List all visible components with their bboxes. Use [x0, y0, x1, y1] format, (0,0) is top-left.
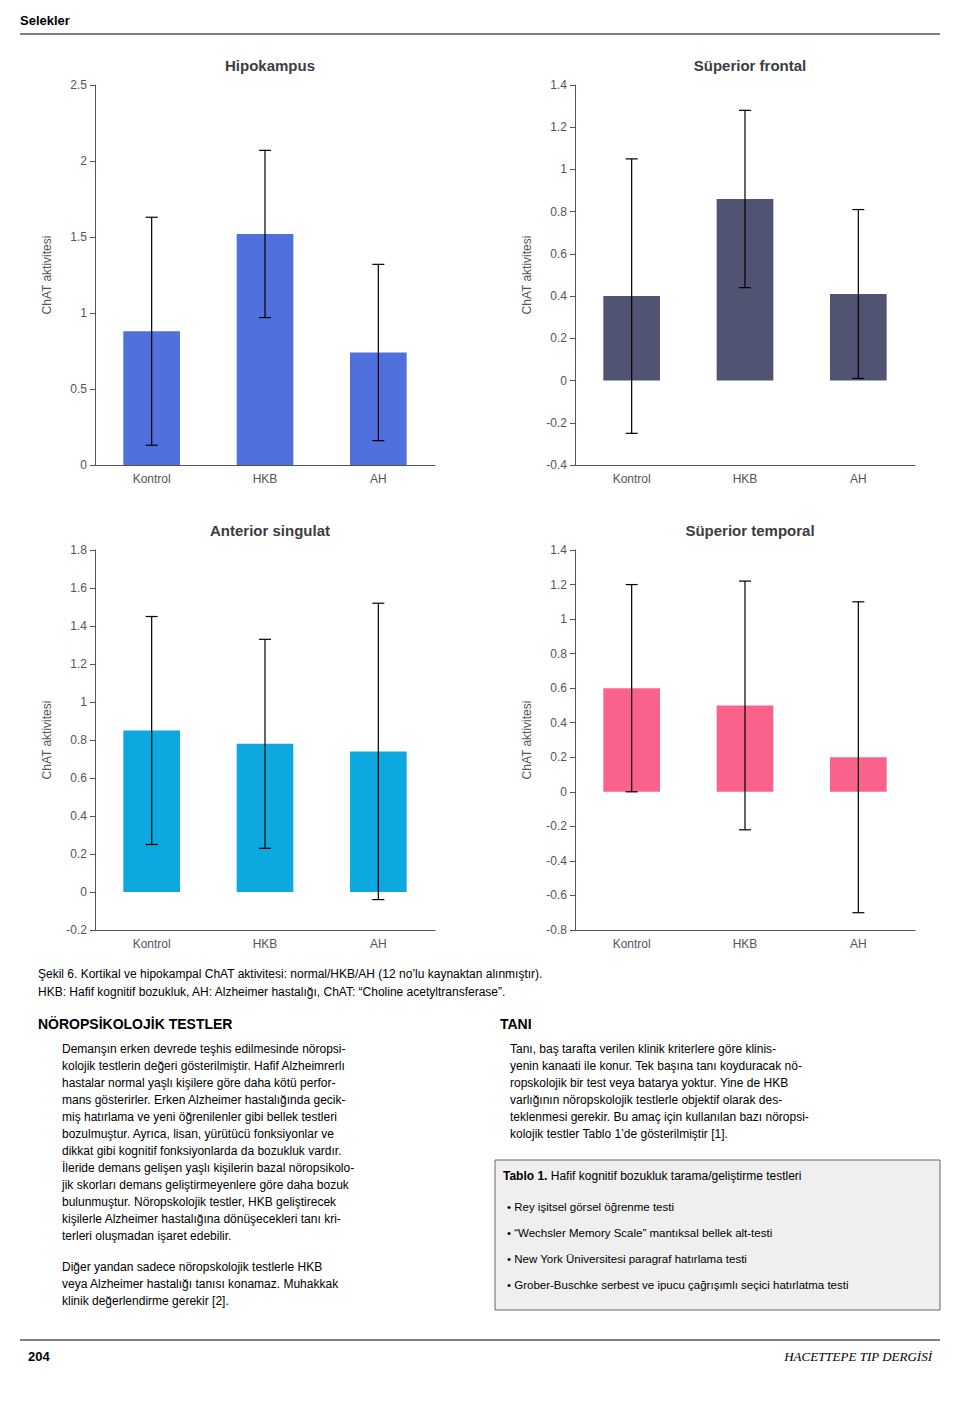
svg-text:1.2: 1.2 [550, 120, 567, 134]
svg-text:0.8: 0.8 [550, 647, 567, 661]
svg-text:0.4: 0.4 [550, 289, 567, 303]
svg-text:ropskolojik bir test veya bata: ropskolojik bir test veya batarya yoktur… [510, 1076, 788, 1090]
svg-text:Kontrol: Kontrol [133, 937, 171, 951]
svg-text:AH: AH [370, 937, 387, 951]
svg-text:dikkat gibi kognitif fonksiyon: dikkat gibi kognitif fonksiyonlarda da b… [62, 1144, 342, 1158]
svg-text:Kontrol: Kontrol [613, 937, 651, 951]
svg-text:ChAT aktivitesi: ChAT aktivitesi [520, 236, 534, 315]
svg-text:• Grober-Buschke serbest ve ip: • Grober-Buschke serbest ve ipucu çağrış… [507, 1279, 849, 1291]
svg-text:Tablo 1.: Tablo 1. [503, 1169, 547, 1183]
svg-text:HKB: HKB [253, 937, 278, 951]
svg-text:Süperior frontal: Süperior frontal [694, 57, 807, 74]
svg-text:0.6: 0.6 [550, 247, 567, 261]
svg-text:Diğer yandan sadece nöropskolo: Diğer yandan sadece nöropskolojik testle… [62, 1260, 322, 1274]
svg-text:2.5: 2.5 [70, 78, 87, 92]
svg-text:varlığının nöropskolojik testl: varlığının nöropskolojik testlerle objek… [510, 1093, 782, 1107]
svg-text:Hipokampus: Hipokampus [225, 57, 315, 74]
svg-text:0.2: 0.2 [550, 331, 567, 345]
svg-text:• New York Üniversitesi paragr: • New York Üniversitesi paragraf hatırla… [507, 1253, 747, 1265]
svg-text:kolojik testler Tablo 1’de gös: kolojik testler Tablo 1’de gösterilmişti… [510, 1127, 728, 1141]
svg-text:ChAT aktivitesi: ChAT aktivitesi [40, 236, 54, 315]
svg-text:2: 2 [80, 154, 87, 168]
svg-text:Selekler: Selekler [20, 13, 70, 28]
svg-text:Hafif kognitif bozukluk tarama: Hafif kognitif bozukluk tarama/geliştirm… [547, 1169, 801, 1183]
svg-text:Şekil 6. Kortikal ve hipokampa: Şekil 6. Kortikal ve hipokampal ChAT akt… [38, 967, 542, 981]
svg-text:1: 1 [560, 612, 567, 626]
svg-text:ChAT aktivitesi: ChAT aktivitesi [520, 701, 534, 780]
svg-text:Kontrol: Kontrol [133, 472, 171, 486]
svg-text:HACETTEPE TIP DERGİSİ: HACETTEPE TIP DERGİSİ [783, 1349, 932, 1364]
svg-text:0.6: 0.6 [550, 681, 567, 695]
svg-text:TANI: TANI [500, 1016, 532, 1032]
svg-text:0.6: 0.6 [70, 771, 87, 785]
svg-text:HKB: HKB [733, 472, 758, 486]
svg-text:1.2: 1.2 [550, 578, 567, 592]
svg-text:1.4: 1.4 [550, 543, 567, 557]
svg-text:yenin kanaati ile konur. Tek b: yenin kanaati ile konur. Tek başına tanı… [510, 1059, 802, 1073]
svg-text:kolojik testlerin değeri göste: kolojik testlerin değeri gösterilmiştir.… [62, 1059, 345, 1073]
svg-text:Tanı, baş tarafta verilen klin: Tanı, baş tarafta verilen klinik kriterl… [510, 1042, 776, 1056]
svg-text:1.6: 1.6 [70, 581, 87, 595]
svg-text:HKB: HKB [733, 937, 758, 951]
svg-text:1.5: 1.5 [70, 230, 87, 244]
svg-text:-0.4: -0.4 [546, 458, 567, 472]
svg-text:AH: AH [850, 472, 867, 486]
svg-text:AH: AH [850, 937, 867, 951]
svg-text:NÖROPSİKOLOJİK TESTLER: NÖROPSİKOLOJİK TESTLER [38, 1016, 232, 1032]
svg-text:204: 204 [28, 1349, 50, 1364]
svg-text:0: 0 [80, 458, 87, 472]
svg-text:Süperior temporal: Süperior temporal [685, 522, 814, 539]
svg-text:HKB: Hafif kognitif bozukluk,: HKB: Hafif kognitif bozukluk, AH: Alzhei… [38, 985, 505, 999]
svg-text:0.5: 0.5 [70, 382, 87, 396]
svg-text:• Rey işitsel görsel öğrenme t: • Rey işitsel görsel öğrenme testi [507, 1201, 674, 1213]
svg-text:-0.2: -0.2 [546, 416, 567, 430]
svg-text:terleri oluşmadan işaret edebi: terleri oluşmadan işaret edebilir. [62, 1229, 231, 1243]
svg-text:1.4: 1.4 [550, 78, 567, 92]
svg-text:0.8: 0.8 [70, 733, 87, 747]
svg-text:1.8: 1.8 [70, 543, 87, 557]
svg-text:mans gösterirler. Erken Alzhei: mans gösterirler. Erken Alzheimer hastal… [62, 1093, 345, 1107]
svg-text:hastalar normal yaşlı kişilere: hastalar normal yaşlı kişilere göre daha… [62, 1076, 335, 1090]
svg-text:jik skorları demans geliştirme: jik skorları demans geliştirmeyenlere gö… [61, 1178, 350, 1192]
svg-text:1: 1 [80, 306, 87, 320]
svg-text:0: 0 [560, 374, 567, 388]
svg-text:miş hatırlama ve yeni öğrenile: miş hatırlama ve yeni öğrenilenler gibi … [62, 1110, 337, 1124]
svg-text:bulunmuştur. Nöropskolojik tes: bulunmuştur. Nöropskolojik testler, HKB … [62, 1195, 337, 1209]
svg-text:AH: AH [370, 472, 387, 486]
svg-text:1.4: 1.4 [70, 619, 87, 633]
svg-text:-0.6: -0.6 [546, 888, 567, 902]
svg-text:0.4: 0.4 [550, 716, 567, 730]
svg-text:Kontrol: Kontrol [613, 472, 651, 486]
svg-text:klinik değerlendirme gerekir [: klinik değerlendirme gerekir [2]. [62, 1294, 229, 1308]
svg-text:Demanşın erken devrede teşhis: Demanşın erken devrede teşhis edilmesind… [62, 1042, 345, 1056]
svg-text:• “Wechsler Memory Scale” mant: • “Wechsler Memory Scale” mantıksal bell… [507, 1227, 772, 1239]
svg-text:0: 0 [560, 785, 567, 799]
svg-text:1.2: 1.2 [70, 657, 87, 671]
svg-text:bozulmuştur. Ayrıca, lisan, yü: bozulmuştur. Ayrıca, lisan, yürütücü fon… [62, 1127, 334, 1141]
svg-text:-0.8: -0.8 [546, 923, 567, 937]
svg-text:0.8: 0.8 [550, 205, 567, 219]
svg-text:Anterior singulat: Anterior singulat [210, 522, 330, 539]
svg-text:İleride demans gelişen yaşlı k: İleride demans gelişen yaşlı kişilerin b… [62, 1161, 354, 1175]
svg-text:0.2: 0.2 [550, 750, 567, 764]
svg-text:teklenmesi gerekir. Bu amaç iç: teklenmesi gerekir. Bu amaç için kullanı… [510, 1110, 809, 1124]
svg-text:1: 1 [560, 162, 567, 176]
svg-text:0.2: 0.2 [70, 847, 87, 861]
svg-text:-0.2: -0.2 [546, 819, 567, 833]
svg-text:HKB: HKB [253, 472, 278, 486]
svg-text:-0.2: -0.2 [66, 923, 87, 937]
svg-text:kişilerle Alzheimer hastalığın: kişilerle Alzheimer hastalığına dönüşece… [62, 1212, 341, 1226]
svg-text:0.4: 0.4 [70, 809, 87, 823]
svg-text:ChAT aktivitesi: ChAT aktivitesi [40, 701, 54, 780]
svg-text:0: 0 [80, 885, 87, 899]
svg-text:1: 1 [80, 695, 87, 709]
svg-text:veya Alzheimer hastalığı tanıs: veya Alzheimer hastalığı tanısı konamaz.… [62, 1277, 339, 1291]
svg-text:-0.4: -0.4 [546, 854, 567, 868]
